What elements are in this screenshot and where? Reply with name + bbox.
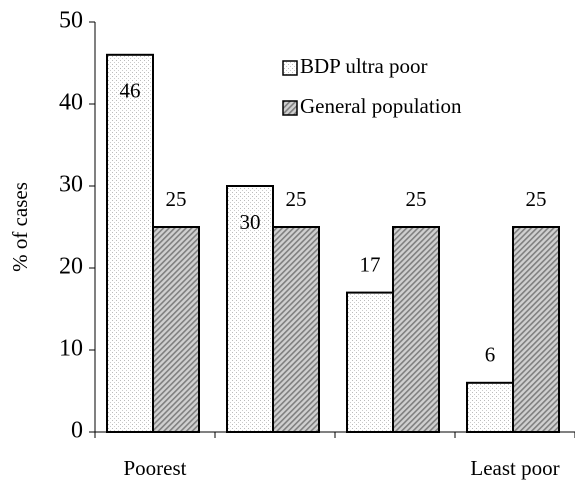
data-label: 25	[526, 187, 547, 211]
y-tick-label: 20	[59, 254, 83, 280]
legend-label: BDP ultra poor	[300, 54, 428, 78]
x-tick-label: Least poor	[470, 456, 559, 480]
data-label: 30	[240, 210, 261, 234]
data-label: 25	[286, 187, 307, 211]
data-label: 6	[485, 343, 496, 367]
bar	[152, 226, 200, 433]
y-tick-label: 50	[59, 8, 83, 34]
data-label: 25	[166, 187, 187, 211]
bar	[466, 381, 514, 433]
y-tick-label: 10	[59, 336, 83, 362]
bar	[512, 226, 560, 433]
data-label: 46	[120, 79, 141, 103]
y-tick-label: 40	[59, 90, 83, 116]
data-label: 25	[406, 187, 427, 211]
bar	[106, 53, 154, 434]
y-tick-label: 30	[59, 172, 83, 198]
y-tick-label: 0	[71, 418, 83, 444]
x-tick-label: Poorest	[124, 456, 187, 480]
legend-swatch	[282, 100, 298, 116]
legend-label: General population	[300, 94, 462, 118]
bar	[272, 226, 320, 433]
data-label: 17	[360, 252, 381, 276]
bar	[346, 291, 394, 433]
bar	[226, 185, 274, 433]
legend-swatch	[282, 60, 298, 76]
bar	[392, 226, 440, 433]
y-axis-label: % of cases	[8, 182, 32, 272]
